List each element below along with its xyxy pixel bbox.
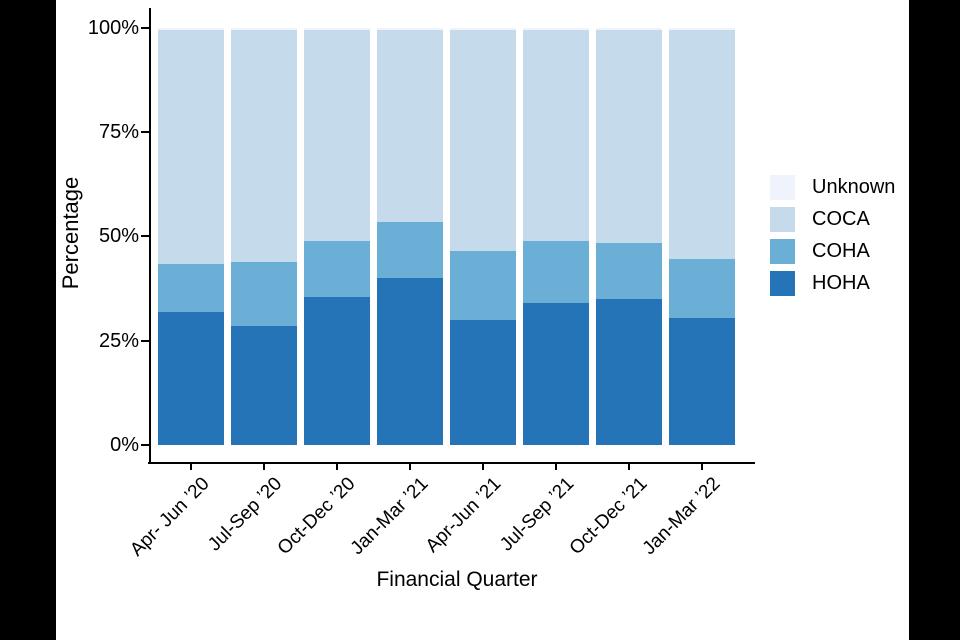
x-tick xyxy=(701,464,703,470)
bar-6 xyxy=(523,28,589,445)
y-tick-label-75: 75% xyxy=(98,121,139,143)
bar-segment-coha xyxy=(669,259,735,318)
bar-segment-hoha xyxy=(231,326,297,445)
x-tick-label: Oct-Dec ’21 xyxy=(565,473,652,560)
bar-segment-coha xyxy=(231,261,297,327)
bar-segment-hoha xyxy=(304,296,370,445)
y-tick-label-0: 0% xyxy=(110,434,139,456)
y-tick xyxy=(141,235,149,237)
bar-segment-coca xyxy=(158,30,224,264)
y-tick-label-25: 25% xyxy=(98,330,139,352)
legend-item-coca: COCA xyxy=(770,207,895,232)
legend-label: HOHA xyxy=(812,272,870,294)
bar-segment-unknown xyxy=(231,28,297,31)
legend-swatch-coha xyxy=(770,239,795,264)
x-tick xyxy=(628,464,630,470)
legend-label: Unknown xyxy=(812,176,896,198)
bar-segment-hoha xyxy=(158,311,224,445)
chart-area: Percentage 100% 75% 50% 25% 0% Apr- Jun … xyxy=(56,0,909,640)
y-tick xyxy=(141,340,149,342)
bar-3 xyxy=(304,28,370,445)
x-tick xyxy=(409,464,411,470)
bar-segment-coca xyxy=(377,30,443,222)
bar-segment-unknown xyxy=(523,28,589,31)
legend-item-unknown: Unknown xyxy=(770,175,895,200)
bar-segment-coca xyxy=(231,30,297,262)
legend-label: COHA xyxy=(812,240,870,262)
bar-segment-coca xyxy=(304,30,370,241)
x-tick-label: Oct-Dec ’20 xyxy=(273,473,360,560)
bar-segment-coca xyxy=(450,30,516,252)
bar-segment-unknown xyxy=(669,28,735,31)
bar-segment-hoha xyxy=(377,278,443,445)
bar-segment-coha xyxy=(596,242,662,300)
legend-item-coha: COHA xyxy=(770,239,895,264)
x-tick-label: Jan-Mar ’22 xyxy=(638,473,725,560)
x-tick xyxy=(336,464,338,470)
x-tick-label: Jan-Mar ’21 xyxy=(346,473,433,560)
bar-segment-hoha xyxy=(669,317,735,445)
x-axis-line xyxy=(148,462,755,464)
x-tick-label: Apr- Jun ’20 xyxy=(125,473,214,561)
x-tick xyxy=(190,464,192,470)
bar-1 xyxy=(158,28,224,445)
bar-segment-coha xyxy=(377,221,443,279)
legend-swatch-hoha xyxy=(770,271,795,296)
bar-5 xyxy=(450,28,516,445)
bar-2 xyxy=(231,28,297,445)
legend: Unknown COCA COHA HOHA xyxy=(770,175,895,303)
bar-segment-coca xyxy=(596,30,662,243)
legend-swatch-unknown xyxy=(770,175,795,200)
bar-7 xyxy=(596,28,662,445)
bar-segment-unknown xyxy=(158,28,224,31)
x-tick xyxy=(482,464,484,470)
bar-segment-coha xyxy=(158,263,224,312)
bar-segment-hoha xyxy=(596,299,662,445)
bar-segment-coha xyxy=(450,251,516,320)
x-tick xyxy=(555,464,557,470)
legend-swatch-coca xyxy=(770,207,795,232)
bar-segment-unknown xyxy=(377,28,443,31)
y-tick-label-100: 100% xyxy=(87,17,139,39)
bar-segment-coha xyxy=(523,240,589,304)
bar-segment-unknown xyxy=(450,28,516,31)
y-axis-line xyxy=(149,8,151,464)
y-tick xyxy=(141,27,149,29)
bar-segment-coca xyxy=(523,30,589,241)
x-axis-title: Financial Quarter xyxy=(376,568,538,591)
y-tick-label-50: 50% xyxy=(98,225,139,247)
bar-segment-unknown xyxy=(596,28,662,31)
bar-segment-hoha xyxy=(523,303,589,445)
y-tick xyxy=(141,444,149,446)
bar-8 xyxy=(669,28,735,445)
legend-item-hoha: HOHA xyxy=(770,271,895,296)
x-tick-label: Apr-Jun ’21 xyxy=(421,473,506,557)
bar-4 xyxy=(377,28,443,445)
bar-segment-unknown xyxy=(304,28,370,31)
bar-segment-coha xyxy=(304,240,370,297)
y-tick xyxy=(141,131,149,133)
bar-segment-hoha xyxy=(450,319,516,445)
x-tick xyxy=(263,464,265,470)
legend-label: COCA xyxy=(812,208,870,230)
bar-segment-coca xyxy=(669,30,735,260)
